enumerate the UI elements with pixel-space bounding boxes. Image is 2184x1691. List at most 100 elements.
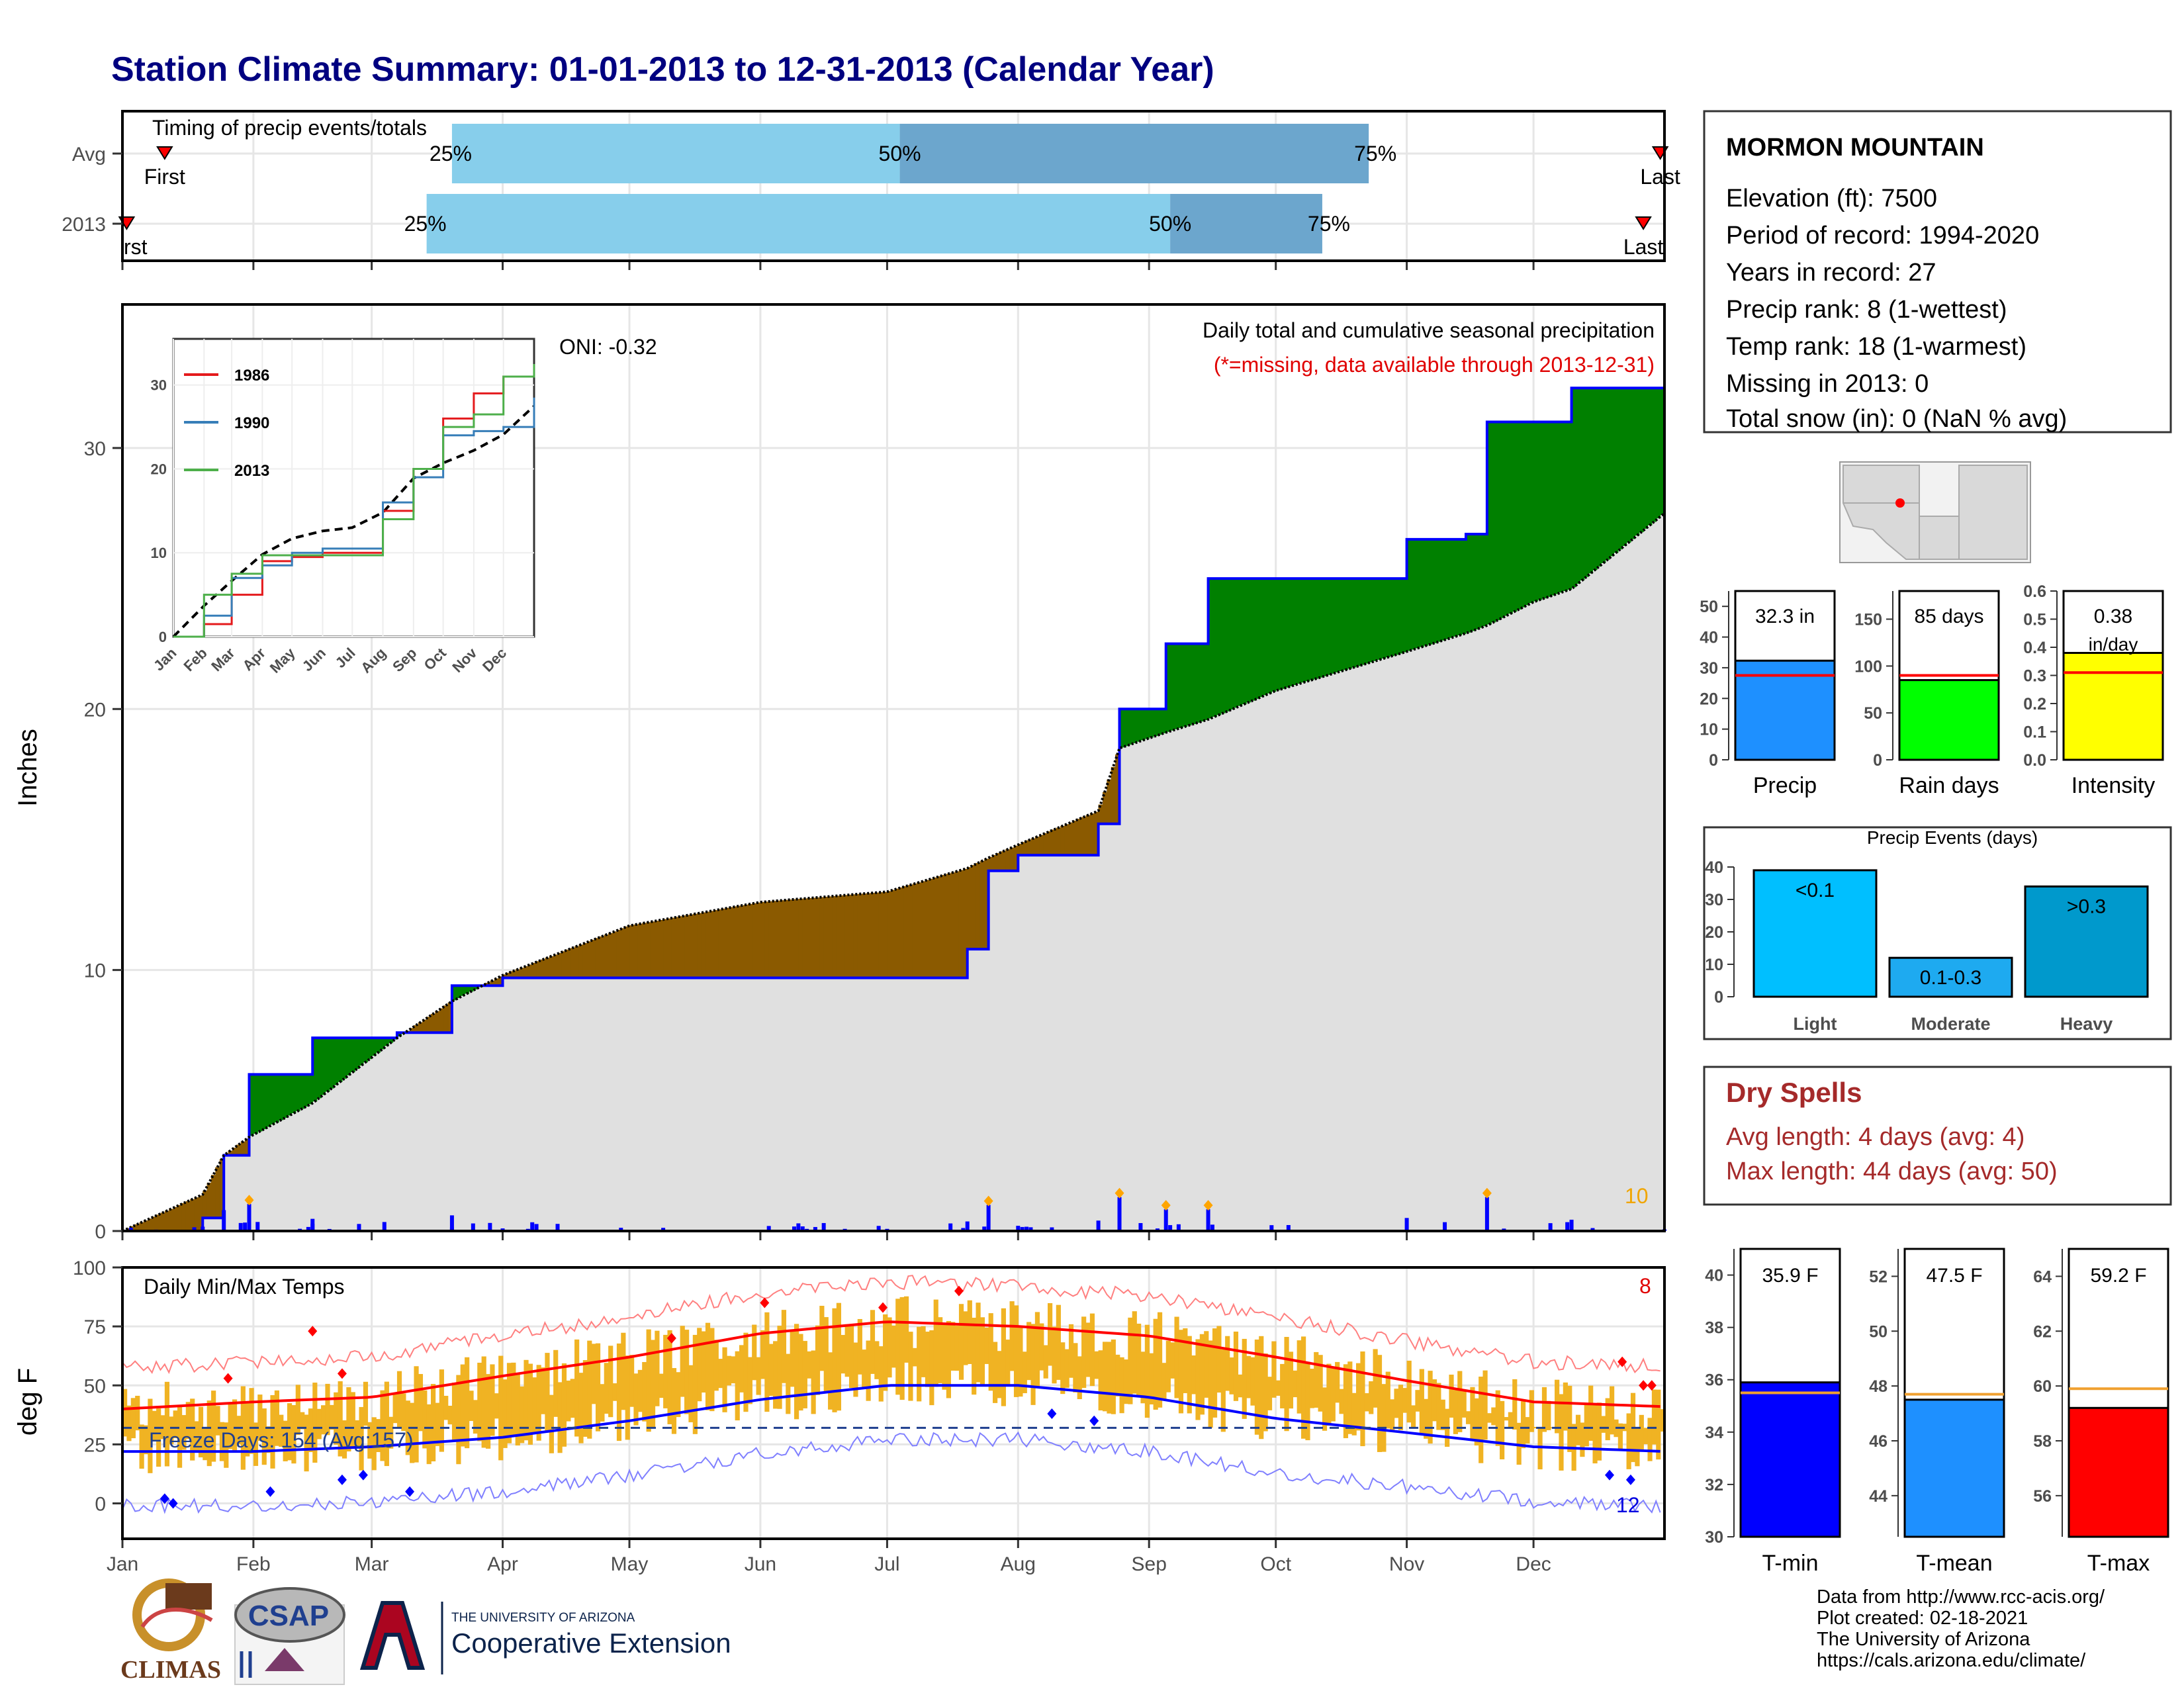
precip-departure-fill xyxy=(1360,578,1365,664)
daily-temp-range-bar xyxy=(477,1363,482,1441)
daily-temp-range-bar xyxy=(541,1367,545,1414)
daily-temp-range-bar xyxy=(1652,1390,1657,1445)
daily-temp-range-bar xyxy=(1449,1375,1453,1418)
precip-departure-fill xyxy=(1453,539,1458,637)
precip-departure-fill xyxy=(359,1038,363,1066)
summary-tick-label-Rain days: 50 xyxy=(1864,704,1882,723)
precip-departure-fill xyxy=(1314,578,1318,678)
daily-temp-range-bar xyxy=(1052,1327,1056,1384)
daily-temp-range-bar xyxy=(393,1394,398,1423)
precip-departure-fill xyxy=(1136,709,1141,741)
precip-departure-fill xyxy=(722,909,727,978)
daily-precip-bar xyxy=(966,1222,970,1231)
precip-departure-fill xyxy=(680,916,685,978)
precip-departure-fill xyxy=(1001,851,1006,871)
temp-bar-tick-label-T-max: 64 xyxy=(2033,1267,2052,1286)
daily-temp-range-bar xyxy=(862,1349,866,1388)
precip-departure-fill xyxy=(764,901,769,978)
precip-y-axis-title: Inches xyxy=(13,729,42,807)
daily-temp-range-bar xyxy=(739,1345,744,1393)
daily-temp-range-bar xyxy=(1115,1355,1120,1396)
inset-frame xyxy=(173,339,534,637)
daily-temp-range-bar xyxy=(997,1351,1001,1398)
precip-departure-fill xyxy=(372,1038,377,1056)
precip-departure-fill xyxy=(283,1074,288,1118)
inset-month-label-Dec: Dec xyxy=(479,645,510,675)
month-label-Jul: Jul xyxy=(874,1553,899,1575)
daily-temp-range-bar xyxy=(680,1326,685,1396)
precip-departure-fill xyxy=(972,865,976,949)
precip-departure-fill xyxy=(642,923,647,978)
summary-tick-label-Intensity: 0.6 xyxy=(2023,582,2046,601)
precip-departure-fill xyxy=(697,913,702,978)
temp-bar-tick-label-T-mean: 44 xyxy=(1869,1487,1888,1506)
precip-departure-fill xyxy=(195,1197,199,1231)
precip-departure-fill xyxy=(1140,709,1145,740)
daily-temp-range-bar xyxy=(1204,1331,1208,1398)
daily-temp-range-bar xyxy=(934,1300,938,1387)
precip-departure-fill xyxy=(355,1038,359,1069)
precip-departure-fill xyxy=(866,893,871,978)
daily-temp-range-bar xyxy=(1386,1372,1390,1429)
precip-departure-fill xyxy=(253,1074,258,1134)
daily-temp-range-bar xyxy=(1234,1332,1238,1401)
daily-temp-range-bar xyxy=(1271,1342,1276,1398)
daily-temp-range-bar xyxy=(592,1344,596,1404)
precip-departure-fill xyxy=(638,924,643,978)
precip-departure-fill xyxy=(439,1009,444,1033)
precip-departure-fill xyxy=(596,938,600,978)
daily-temp-range-bar xyxy=(1339,1389,1343,1414)
precip-departure-fill xyxy=(1255,578,1259,699)
record-high-marker xyxy=(1639,1380,1648,1391)
daily-temp-range-bar xyxy=(401,1393,406,1431)
precip-departure-fill xyxy=(1081,817,1086,856)
precip-departure-fill xyxy=(562,951,567,978)
precip-departure-fill xyxy=(1161,709,1166,733)
summary-tick-label-Intensity: 0.2 xyxy=(2023,695,2046,713)
daily-temp-range-bar xyxy=(1381,1384,1386,1451)
precip-departure-fill xyxy=(858,894,862,978)
daily-temp-range-bar xyxy=(693,1335,698,1434)
daily-temp-range-bar xyxy=(718,1359,723,1388)
precip-departure-fill xyxy=(1606,388,1610,559)
precip-departure-fill xyxy=(1592,388,1597,570)
daily-temp-range-bar xyxy=(811,1351,816,1414)
precip-departure-fill xyxy=(1517,422,1522,609)
daily-temp-range-bar xyxy=(883,1314,887,1391)
daily-temp-range-bar xyxy=(1310,1369,1314,1408)
daily-temp-range-bar xyxy=(722,1348,727,1412)
temp-bar-tick-label-T-mean: 46 xyxy=(1869,1432,1888,1451)
precip-departure-fill xyxy=(1065,824,1069,855)
daily-temp-range-bar xyxy=(300,1412,304,1430)
daily-precip-bar xyxy=(1206,1209,1210,1231)
precip-ytick-label-20: 20 xyxy=(84,699,106,721)
daily-temp-range-bar xyxy=(769,1344,774,1396)
daily-temp-range-bar xyxy=(1483,1371,1488,1440)
record-high-marker xyxy=(224,1373,233,1384)
daily-temp-range-bar xyxy=(1647,1418,1652,1461)
daily-temp-range-bar xyxy=(1318,1355,1323,1412)
events-tick-label-20: 20 xyxy=(1705,923,1723,942)
inset-month-label-Jul: Jul xyxy=(332,645,359,671)
precip-departure-fill xyxy=(672,918,676,978)
precip-departure-fill xyxy=(676,917,680,978)
temp-bar-value-T-min: 35.9 F xyxy=(1762,1265,1818,1287)
precip-departure-fill xyxy=(739,905,744,978)
precip-ytick-label-10: 10 xyxy=(84,960,106,982)
precip-departure-fill xyxy=(1601,388,1606,563)
inset-month-label-Oct: Oct xyxy=(421,644,450,673)
month-label-Dec: Dec xyxy=(1516,1553,1551,1575)
daily-temp-range-bar xyxy=(363,1382,368,1426)
daily-temp-range-bar xyxy=(1411,1405,1416,1428)
precip-departure-fill xyxy=(837,895,841,978)
daily-temp-range-bar xyxy=(1592,1404,1597,1463)
precip-departure-fill xyxy=(1483,534,1488,626)
daily-temp-range-bar xyxy=(803,1341,807,1408)
precip-departure-fill xyxy=(1436,539,1441,642)
daily-temp-range-bar xyxy=(604,1363,609,1414)
station-years: Years in record: 27 xyxy=(1726,259,1936,287)
daily-temp-range-bar xyxy=(1576,1415,1580,1445)
daily-temp-range-bar xyxy=(1470,1387,1475,1440)
precip-departure-fill xyxy=(709,911,714,978)
